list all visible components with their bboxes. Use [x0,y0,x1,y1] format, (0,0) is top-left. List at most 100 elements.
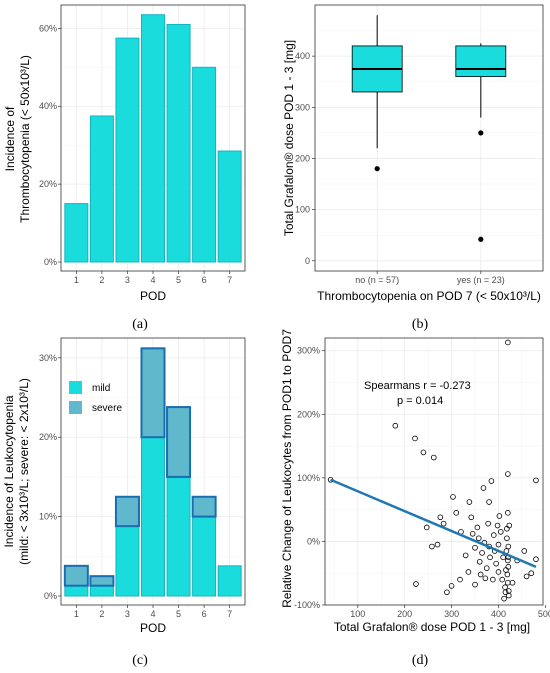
panel-d-y-tick-label: 300% [297,346,320,356]
panel-d-point [505,339,511,346]
panel-d-point [465,569,472,575]
panel-a-x-tick-label: 7 [227,275,232,285]
panel-d-point [501,595,507,602]
panel-d-y-tick-label: 100% [297,473,320,483]
panel-d-point [528,570,535,577]
panel-c-x-tick-label: 3 [125,609,130,619]
panel-d-point [474,524,481,531]
panel-c-x-tick-label: 4 [150,609,155,619]
panel-d-point [420,449,427,456]
panel-a-y-axis-label: Incidence of [3,106,17,171]
panel-d-point [493,560,499,567]
panel-a-y-axis-label: Thrombocytopenia (< 50x10³/L) [18,55,32,223]
panel-d-point [505,564,512,570]
panel-d-point [505,543,512,550]
panel-a-y-tick-label: 20% [39,179,57,189]
panel-c-bar-severe [166,406,192,478]
legend-swatch-severe [69,401,82,414]
panel-b-border [314,4,544,272]
panel-d-correlation-text: Spearmans r = -0.273 [364,380,471,392]
panel-d-point [444,589,450,596]
panel-label-c: (c) [132,653,148,668]
panel-d-point [392,422,399,429]
panel-d-y-tick-label: 0% [307,536,320,546]
panel-d-point [533,556,539,563]
panel-d-point [494,522,501,529]
panel-d-point [533,477,539,484]
panel-d-point [453,510,460,516]
panel-d-point [521,548,528,554]
panel-c-bar-severe [114,495,140,528]
panel-c-x-tick-label: 6 [202,609,207,619]
panel-d-point [505,557,511,564]
panel-d-point [472,544,478,551]
panel-d-point [476,558,483,565]
panel-c-bar-mild [115,525,140,597]
panel-d-x-tick-label: 300 [444,609,459,619]
panel-b-x-tick-label: yes (n = 23) [457,275,505,285]
panel-b-y-tick-label: 0 [305,256,310,266]
panel-d-point [486,499,492,505]
panel-b-x-tick-label: no (n = 57) [355,275,399,285]
panel-d-point [495,569,502,575]
panel-d-point [468,514,475,521]
panel-c-x-tick-label: 5 [176,609,181,619]
panel-c-bar-mild [217,565,242,597]
panel-a-x-tick-label: 5 [176,275,181,285]
panel-c-bar-mild [141,436,165,597]
panel-d-point [498,529,504,535]
panel-d-point [448,583,455,589]
panel-d-point [440,520,447,527]
panel-d-point [462,552,469,559]
panel-d-point [430,454,437,461]
panel-b-background [315,5,543,271]
panel-a-y-tick-label: 0% [44,257,57,267]
panel-a-x-axis-label: POD [140,289,166,303]
panel-d-point [437,514,444,521]
panel-a-bar [64,203,89,263]
panel-b-x-axis-label: Thrombocytopenia on POD 7 (< 50x10³/L) [317,289,541,303]
panel-b-y-tick-label: 400 [295,51,310,61]
panel-b-y-tick-label: 200 [295,153,310,163]
panel-d-point [496,513,503,519]
panel-b-y-axis-label: Total Grafalon® dose POD 1 - 3 [mg] [282,40,296,236]
panel-b-y-tick-label: 100 [295,205,310,215]
panel-d-y-tick-label: -100% [294,600,320,610]
panel-c-x-axis-label: POD [140,621,166,635]
panel-a-bar [192,66,217,263]
panel-c-y-axis-label: Incidence of Leukocytopenia [2,395,16,547]
panel-d-point [499,576,506,583]
panel-b-y-tick-label: 300 [295,102,310,112]
panel-c-bar-severe [191,495,217,518]
panel-a-x-tick-label: 6 [202,275,207,285]
panel-d-point [505,471,511,477]
panel-d-point [485,520,491,527]
panel-d-point [495,541,502,548]
panel-label-a: (a) [132,317,148,332]
panel-c-bar-mild [89,585,114,597]
panel-c-x-tick-label: 2 [99,609,104,619]
panel-a-bar [166,23,191,263]
panel-d-point [505,592,512,599]
panel-c-bar-severe [140,347,166,439]
panel-d-point [434,541,441,548]
panel-d-point [505,510,511,516]
panel-c-y-tick-label: 20% [39,432,57,442]
legend-label-severe: severe [92,403,122,414]
panel-d-point [487,554,493,561]
panel-d-point [490,576,496,583]
panel-b-outlier [374,166,380,172]
panel-d-point [412,435,418,442]
panel-d-x-tick-label: 400 [491,609,506,619]
panel-d-point [472,581,478,588]
panel-c-y-tick-label: 0% [44,591,57,601]
panel-c-bar-mild [64,585,89,597]
panel-c-y-axis-label: (mild: < 3x10³/L; severe: < 2x10³/L) [17,378,31,565]
panel-d-x-tick-label: 100 [350,609,365,619]
panel-c-y-tick-label: 30% [39,353,57,363]
panel-a-x-tick-label: 4 [150,275,155,285]
panel-c-x-tick-label: 1 [74,609,79,619]
panel-a-bar [89,115,114,263]
panel-c-bar-mild [166,476,191,597]
